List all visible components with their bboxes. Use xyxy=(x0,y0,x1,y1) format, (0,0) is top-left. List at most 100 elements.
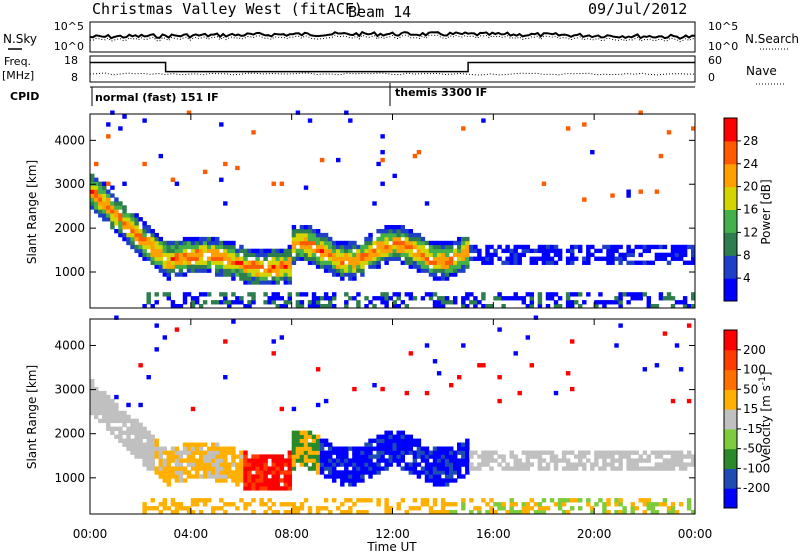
heatmap-cell xyxy=(453,454,458,459)
heatmap-cell xyxy=(110,430,115,435)
heatmap-cell xyxy=(457,236,462,242)
heatmap-cell xyxy=(247,304,252,309)
heatmap-cell xyxy=(481,304,486,309)
heatmap-cell xyxy=(638,292,643,297)
heatmap-cell xyxy=(299,300,305,305)
heatmap-cell xyxy=(529,260,535,265)
heatmap-cell xyxy=(146,225,151,230)
heatmap-cell xyxy=(618,510,623,515)
heatmap-cell xyxy=(130,422,135,428)
heatmap-cell xyxy=(380,438,385,443)
heatmap-cell xyxy=(376,434,381,439)
heatmap-cell xyxy=(315,367,321,372)
heatmap-cell xyxy=(678,252,684,258)
heatmap-cell xyxy=(106,193,111,198)
heatmap-cell xyxy=(352,462,357,467)
heatmap-cell xyxy=(291,240,297,246)
heatmap-cell xyxy=(461,474,466,479)
heatmap-cell xyxy=(202,474,208,479)
heatmap-cell xyxy=(162,462,168,467)
heatmap-cell xyxy=(368,442,373,447)
heatmap-cell xyxy=(444,260,450,265)
heatmap-cell xyxy=(102,185,107,190)
heatmap-cell xyxy=(404,390,410,396)
heatmap-cell xyxy=(215,474,220,479)
heatmap-cell xyxy=(400,252,406,258)
heatmap-cell xyxy=(114,197,119,202)
heatmap-cell xyxy=(263,454,268,459)
heatmap-cell xyxy=(291,506,297,511)
heatmap-cell xyxy=(332,498,337,503)
heatmap-cell xyxy=(263,268,268,273)
heatmap-cell xyxy=(174,272,180,277)
heatmap-cell xyxy=(138,217,143,222)
heatmap-cell xyxy=(150,458,155,463)
heatmap-cell xyxy=(158,264,164,269)
heatmap-cell xyxy=(255,248,260,254)
colorbar-tick-label: 15 xyxy=(743,402,758,416)
heatmap-cell xyxy=(162,248,168,254)
heatmap-cell xyxy=(154,244,159,250)
heatmap-cell xyxy=(231,300,236,305)
heatmap-cell xyxy=(352,252,357,258)
heatmap-cell xyxy=(315,446,321,451)
heatmap-cell xyxy=(670,458,676,463)
heatmap-cell xyxy=(227,248,232,254)
heatmap-cell xyxy=(271,252,276,258)
heatmap-cell xyxy=(356,466,361,471)
heatmap-cell xyxy=(372,240,377,246)
heatmap-cell xyxy=(307,506,313,511)
heatmap-cell xyxy=(420,458,426,463)
heatmap-cell xyxy=(194,248,200,254)
heatmap-cell xyxy=(332,450,337,455)
heatmap-cell xyxy=(166,474,172,479)
heatmap-cell xyxy=(142,426,147,431)
heatmap-cell xyxy=(461,236,466,242)
heatmap-cell xyxy=(311,252,317,258)
heatmap-cell xyxy=(380,454,385,459)
colorbar-swatch xyxy=(724,468,737,489)
heatmap-cell xyxy=(275,482,280,487)
heatmap-cell xyxy=(90,173,95,179)
heatmap-cell xyxy=(110,402,115,408)
heatmap-cell xyxy=(146,442,151,447)
heatmap-cell xyxy=(239,276,244,281)
heatmap-cell xyxy=(174,446,180,451)
heatmap-cell xyxy=(174,248,180,254)
heatmap-cell xyxy=(227,256,232,261)
heatmap-cell xyxy=(473,300,478,305)
heatmap-cell xyxy=(666,450,672,455)
heatmap-cell xyxy=(150,252,155,258)
freq-panel: Freq. [MHz] 18 8 60 0 Nave xyxy=(2,54,786,85)
heatmap-cell xyxy=(102,193,107,198)
heatmap-cell xyxy=(166,458,172,463)
heatmap-cell xyxy=(231,264,236,269)
heatmap-cell xyxy=(287,466,293,471)
heatmap-cell xyxy=(440,268,446,273)
heatmap-cell xyxy=(364,256,369,261)
heatmap-cell xyxy=(449,300,454,305)
range-tick-label: 2000 xyxy=(54,427,85,441)
heatmap-cell xyxy=(283,462,289,467)
heatmap-cell xyxy=(227,466,232,471)
heatmap-cell xyxy=(287,268,293,273)
heatmap-cell xyxy=(174,466,180,471)
heatmap-cell xyxy=(271,276,276,281)
heatmap-cell xyxy=(174,454,180,459)
heatmap-cell xyxy=(400,434,406,439)
heatmap-cell xyxy=(219,256,224,261)
heatmap-cell xyxy=(453,502,458,507)
heatmap-cell xyxy=(98,398,103,404)
heatmap-cell xyxy=(352,264,357,269)
heatmap-cell xyxy=(142,252,147,258)
heatmap-cell xyxy=(94,394,99,400)
heatmap-cell xyxy=(323,296,329,301)
heatmap-cell xyxy=(198,240,204,246)
heatmap-cell xyxy=(586,498,591,503)
time-axis: 00:00 04:00 08:00 12:00 16:00 20:00 00:00 xyxy=(73,114,712,541)
heatmap-cell xyxy=(211,510,216,515)
heatmap-cell xyxy=(154,300,159,305)
heatmap-cell xyxy=(130,236,135,242)
heatmap-cell xyxy=(219,240,224,246)
heatmap-cell xyxy=(275,280,280,285)
